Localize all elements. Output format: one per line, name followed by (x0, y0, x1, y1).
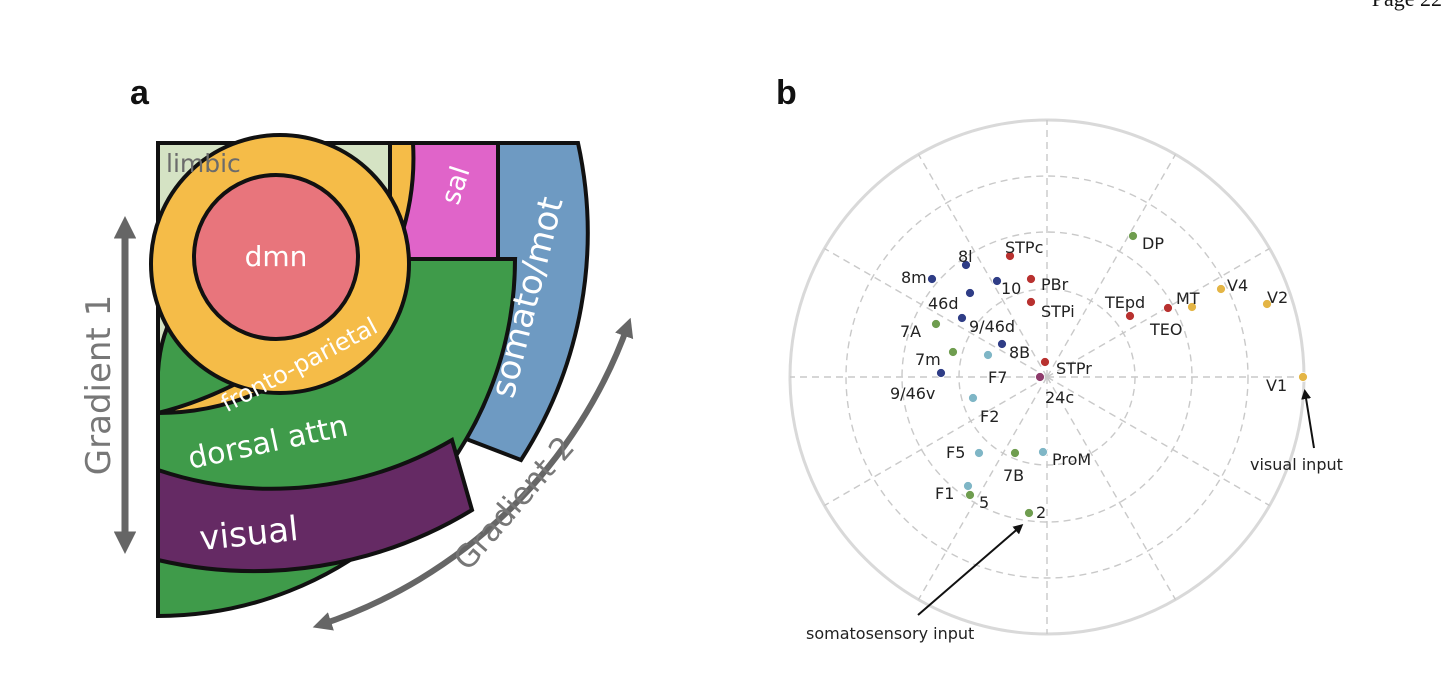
area-point-f2 (968, 393, 978, 403)
area-label-mt: MT (1176, 289, 1200, 308)
area-label-2: 2 (1036, 503, 1046, 522)
area-point-v1 (1298, 372, 1308, 382)
area-label-7m: 7m (915, 350, 941, 369)
polar-spoke (824, 247, 1048, 378)
area-point-mt (1187, 302, 1197, 312)
area-point-7m (948, 347, 958, 357)
polar-spoke (917, 154, 1048, 378)
area-point-5 (965, 490, 975, 500)
panel-b-letter: b (776, 74, 797, 112)
area-label-v4: V4 (1227, 276, 1248, 295)
area-point-10 (992, 276, 1002, 286)
area-label-stpc: STPc (1005, 238, 1043, 257)
area-label-9-46v: 9/46v (890, 384, 935, 403)
area-label-8m: 8m (901, 268, 927, 287)
area-point-dp (1128, 231, 1138, 241)
area-point-f1 (963, 481, 973, 491)
area-label-stpr: STPr (1056, 359, 1092, 378)
somatosensory-input-arrow (917, 524, 1024, 616)
panel-a-letter: a (130, 74, 149, 112)
area-label-prom: ProM (1052, 450, 1091, 469)
area-label-tepd: TEpd (1104, 293, 1145, 312)
dmn-network (192, 173, 360, 341)
area-label-24c: 24c (1045, 388, 1074, 407)
area-label-pbr: PBr (1041, 275, 1069, 294)
area-label-f5: F5 (946, 443, 965, 462)
label-dmn: dmn (245, 240, 308, 273)
area-label-46d: 46d (928, 294, 959, 313)
area-point-8l (961, 260, 971, 270)
polar-spoke (1046, 376, 1177, 600)
visual-input-label: visual input (1250, 455, 1343, 474)
area-label-8l: 8l (958, 247, 973, 266)
area-points: STPc DP 8l 8m 10 PBr 46d STPi 9/46d 7A TEpd MT V4 V2 T… (890, 231, 1308, 522)
area-point-stpc (1005, 251, 1015, 261)
area-label-5: 5 (979, 493, 989, 512)
area-label-8b: 8B (1009, 343, 1030, 362)
polar-spoke (917, 376, 1048, 600)
area-label-f1: F1 (935, 484, 954, 503)
area-label-dp: DP (1142, 234, 1164, 253)
somatosensory-input-label: somatosensory input (806, 624, 974, 643)
area-point-24c (1035, 372, 1045, 382)
area-label-10: 10 (1001, 279, 1021, 298)
area-point-f7 (983, 350, 993, 360)
area-point-9-46d (957, 313, 967, 323)
area-point-stpi (1026, 297, 1036, 307)
area-label-f2: F2 (980, 407, 999, 426)
area-point-tepd (1125, 311, 1135, 321)
polar-spoke (1046, 247, 1270, 378)
area-point-2 (1024, 508, 1034, 518)
area-label-7b: 7B (1003, 466, 1024, 485)
label-limbic: limbic (166, 149, 241, 178)
area-point-f5 (974, 448, 984, 458)
area-label-stpi: STPi (1041, 302, 1075, 321)
gradient2-arrow (312, 317, 634, 631)
area-label-teo: TEO (1149, 320, 1182, 339)
polar-spoke (824, 376, 1048, 507)
page-header: Page 22 (1372, 0, 1442, 12)
area-point-7a (931, 319, 941, 329)
network-diagram: limbic dmn sal somato/mot fronto-parieta… (79, 133, 634, 631)
area-point-v2 (1262, 299, 1272, 309)
polar-plot: STPc DP 8l 8m 10 PBr 46d STPi 9/46d 7A TEpd MT V4 V2 T… (788, 118, 1343, 643)
gradient1-label: Gradient 1 (79, 295, 119, 475)
area-label-9-46d: 9/46d (969, 317, 1015, 336)
area-point-46d (965, 288, 975, 298)
polar-spoke (1046, 376, 1270, 507)
area-point-v4 (1216, 284, 1226, 294)
area-point-prom (1038, 447, 1048, 457)
area-point-8m (927, 274, 937, 284)
area-label-7a: 7A (900, 322, 921, 341)
area-point-9-46v (936, 368, 946, 378)
polar-ring-2 (845, 175, 1249, 579)
area-label-f7: F7 (988, 368, 1007, 387)
area-point-pbr (1026, 274, 1036, 284)
polar-spokes (790, 120, 1304, 634)
area-label-v2: V2 (1267, 288, 1288, 307)
area-label-v1: V1 (1266, 376, 1287, 395)
polar-spoke (1046, 154, 1177, 378)
area-point-7b (1010, 448, 1020, 458)
visual-input-arrow (1301, 389, 1315, 449)
area-point-teo (1163, 303, 1173, 313)
area-point-8b (997, 339, 1007, 349)
area-point-stpr (1040, 357, 1050, 367)
